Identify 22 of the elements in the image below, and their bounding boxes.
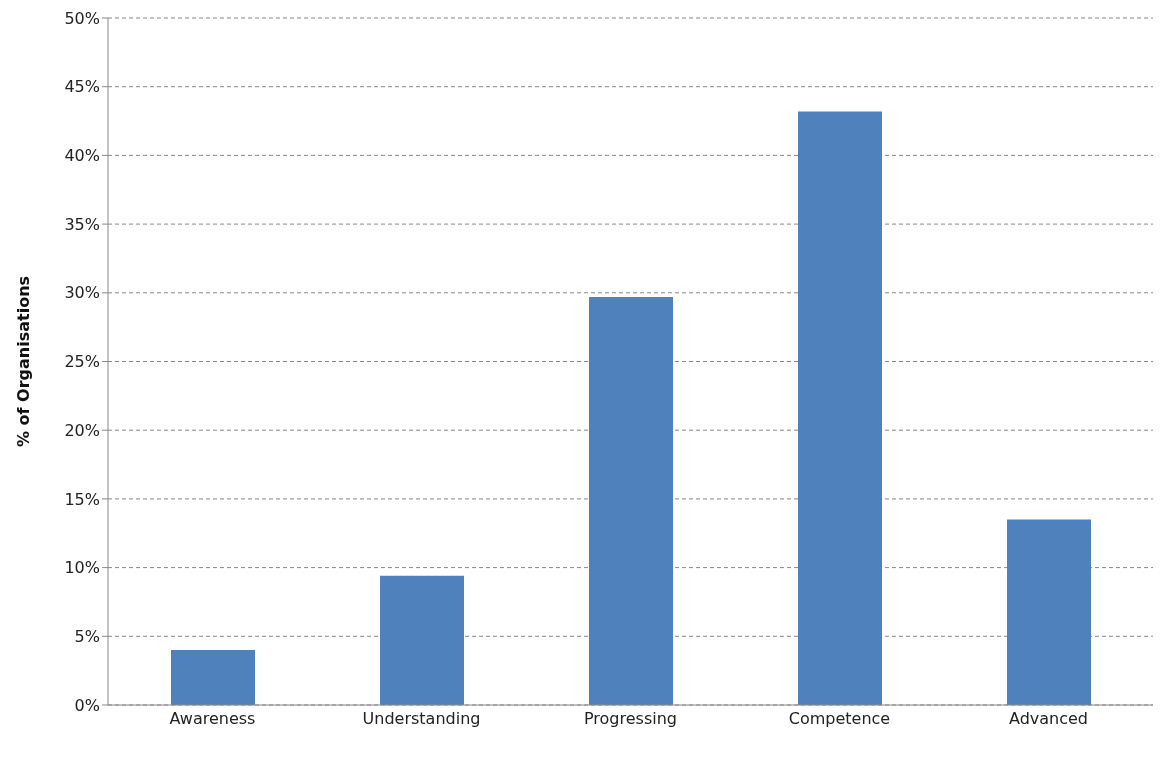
bar bbox=[798, 111, 882, 705]
y-tick-label: 10% bbox=[64, 558, 100, 578]
bar bbox=[589, 296, 673, 705]
x-tick-label: Understanding bbox=[362, 709, 481, 729]
y-tick-label: 35% bbox=[64, 214, 100, 234]
y-tick-label: 30% bbox=[64, 283, 100, 303]
bar bbox=[171, 650, 255, 705]
x-tick-label: Progressing bbox=[583, 709, 678, 729]
y-tick-label: 20% bbox=[64, 420, 100, 440]
y-axis-title: % of Organisations bbox=[13, 275, 33, 448]
bar bbox=[1007, 519, 1091, 705]
y-tick-label: 5% bbox=[74, 626, 100, 646]
y-tick-label: 45% bbox=[64, 77, 100, 97]
x-tick-label: Advanced bbox=[1008, 709, 1089, 729]
y-tick-label: 15% bbox=[64, 489, 100, 509]
y-tick-label: 50% bbox=[64, 8, 100, 28]
x-tick-label: Competence bbox=[788, 709, 891, 729]
bar bbox=[380, 575, 464, 705]
y-tick-label: 40% bbox=[64, 146, 100, 166]
y-tick-label: 0% bbox=[74, 695, 100, 715]
y-tick-label: 25% bbox=[64, 352, 100, 372]
x-tick-label: Awareness bbox=[169, 709, 256, 729]
